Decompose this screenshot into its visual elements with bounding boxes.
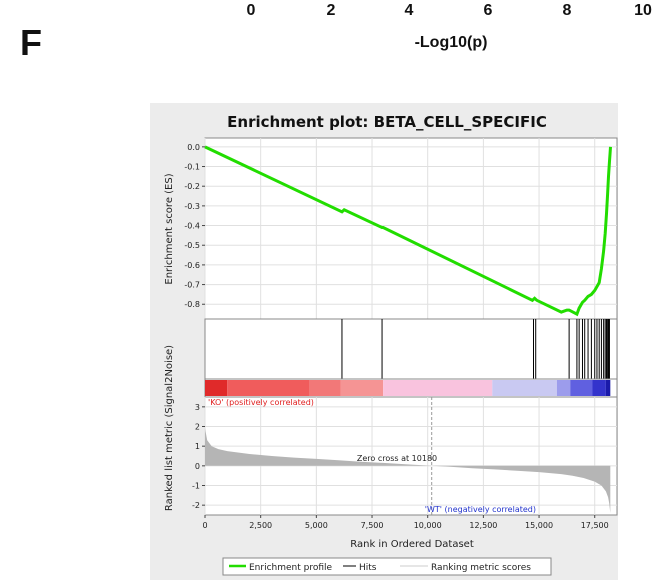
hits-panel <box>204 318 618 380</box>
top-axis-tick: 2 <box>326 2 336 19</box>
rank-tick-label: 1 <box>195 442 200 451</box>
heat-bar <box>205 380 611 396</box>
heat-bar-segment <box>492 380 557 396</box>
heat-bar-segment <box>309 380 341 396</box>
rank-gridlines <box>204 397 617 515</box>
heat-bar-segment <box>556 380 571 396</box>
rank-panel <box>204 396 618 516</box>
hits <box>341 319 610 379</box>
legend <box>222 557 552 576</box>
negative-label: 'WT' (negatively correlated) <box>425 505 536 514</box>
top-axis-label: -Log10(p) <box>414 34 488 51</box>
es-gridlines <box>204 138 617 319</box>
es-tick-label: -0.3 <box>184 202 200 211</box>
positive-label: 'KO' (positively correlated) <box>208 398 314 407</box>
zero-cross-label: Zero cross at 10180 <box>357 454 437 463</box>
legend-label-enrichment: Enrichment profile <box>249 563 333 573</box>
es-tick-label: 0.0 <box>187 143 200 152</box>
rank-tick-label: -2 <box>192 501 200 510</box>
heat-bar-segment <box>340 380 384 396</box>
es-tick-label: -0.2 <box>184 182 200 191</box>
x-tick-label: 2,500 <box>249 521 272 530</box>
x-axis-label: Rank in Ordered Dataset <box>350 539 474 550</box>
top-axis-tick: 6 <box>483 2 493 19</box>
rank-tick-label: 3 <box>195 403 200 412</box>
x-tick-label: 0 <box>202 521 207 530</box>
es-tick-label: -0.4 <box>184 222 200 231</box>
gsea-figure: Enrichment plot: BETA_CELL_SPECIFIC 0.0 -… <box>150 103 618 580</box>
rank-y-label: Ranked list metric (Signal2Noise) <box>164 345 175 511</box>
rank-tick-label: -1 <box>192 482 200 491</box>
es-tick-label: -0.6 <box>184 261 200 270</box>
chart-title: Enrichment plot: BETA_CELL_SPECIFIC <box>227 113 547 131</box>
top-axis-tick: 10 <box>634 2 652 19</box>
es-tick-label: -0.8 <box>184 300 200 309</box>
rank-tick-label: 2 <box>195 423 200 432</box>
gsea-plot-svg: Enrichment plot: BETA_CELL_SPECIFIC 0.0 -… <box>164 113 618 576</box>
x-axis-ticks: 0 2,500 5,000 7,500 10,000 12,500 15,000 17,500 <box>202 515 609 530</box>
es-tick-label: -0.1 <box>184 163 200 172</box>
es-tick-label: -0.7 <box>184 281 200 290</box>
es-tick-label: -0.5 <box>184 241 200 250</box>
x-tick-label: 12,500 <box>469 521 497 530</box>
x-tick-label: 15,000 <box>525 521 553 530</box>
heat-bar-segment <box>592 380 606 396</box>
heat-bar-segment <box>570 380 593 396</box>
panel-label: F <box>20 22 42 63</box>
top-axis-tick: 4 <box>404 2 414 19</box>
legend-label-hits: Hits <box>359 563 377 573</box>
enrichment-profile-line <box>204 145 612 317</box>
es-panel <box>204 137 618 320</box>
ranking-metric-area <box>205 428 611 513</box>
top-axis-tick: 8 <box>562 2 572 19</box>
rank-y-ticks: 3 2 1 0 -1 -2 <box>192 403 205 510</box>
x-tick-label: 7,500 <box>361 521 384 530</box>
heat-bar-segment <box>383 380 493 396</box>
es-y-ticks: 0.0 -0.1 -0.2 -0.3 -0.4 -0.5 -0.6 -0.7 -0.8 <box>184 143 205 309</box>
legend-label-ranking: Ranking metric scores <box>431 563 531 573</box>
heat-bar-segment <box>205 380 228 396</box>
rank-tick-label: 0 <box>195 462 200 471</box>
x-tick-label: 10,000 <box>414 521 442 530</box>
x-tick-label: 17,500 <box>581 521 609 530</box>
es-y-label: Enrichment score (ES) <box>164 173 175 284</box>
x-tick-label: 5,000 <box>305 521 328 530</box>
top-axis: 0 2 4 6 8 10 -Log10(p) <box>0 0 666 70</box>
heat-bar-segment <box>227 380 310 396</box>
top-axis-tick: 0 <box>246 2 256 19</box>
heat-bar-segment <box>605 380 611 396</box>
